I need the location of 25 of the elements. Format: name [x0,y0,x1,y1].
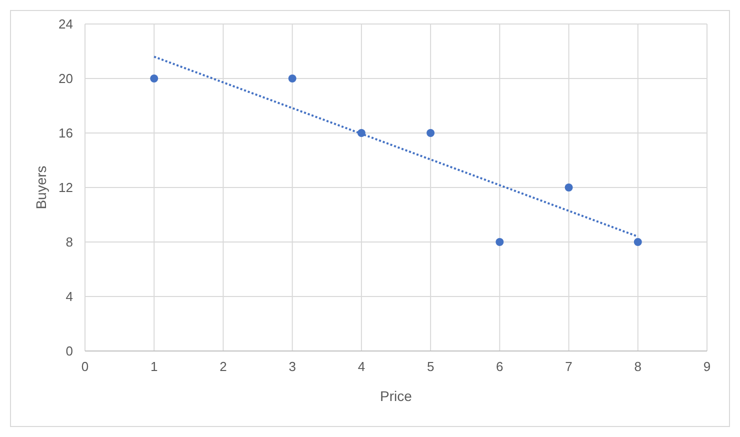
x-tick-label: 5 [426,359,434,374]
y-tick-label: 0 [66,344,73,359]
point [634,238,642,246]
x-tick-label: 7 [565,359,572,374]
x-tick-label: 6 [496,359,504,374]
x-tick-label: 9 [703,359,711,374]
x-tick-label: 3 [288,359,296,374]
point [564,184,573,192]
point [150,74,158,82]
x-tick-label: 2 [220,359,227,374]
y-tick-label: 12 [58,180,73,196]
x-tick-label: 1 [150,359,158,374]
y-tick-label: 20 [58,71,73,86]
y-tick-label: 4 [66,289,73,304]
y-tick-label: 24 [58,16,73,32]
y-axis-title: Buyers [33,166,49,210]
x-tick-label: 0 [81,359,89,374]
x-axis-title: Price [380,388,412,404]
point [496,238,504,246]
point [288,74,296,82]
point [426,129,435,137]
y-tick-label: 16 [58,126,73,141]
x-tick-label: 8 [634,359,642,374]
y-tick-label: 8 [66,234,73,250]
x-tick-label: 4 [358,359,366,374]
